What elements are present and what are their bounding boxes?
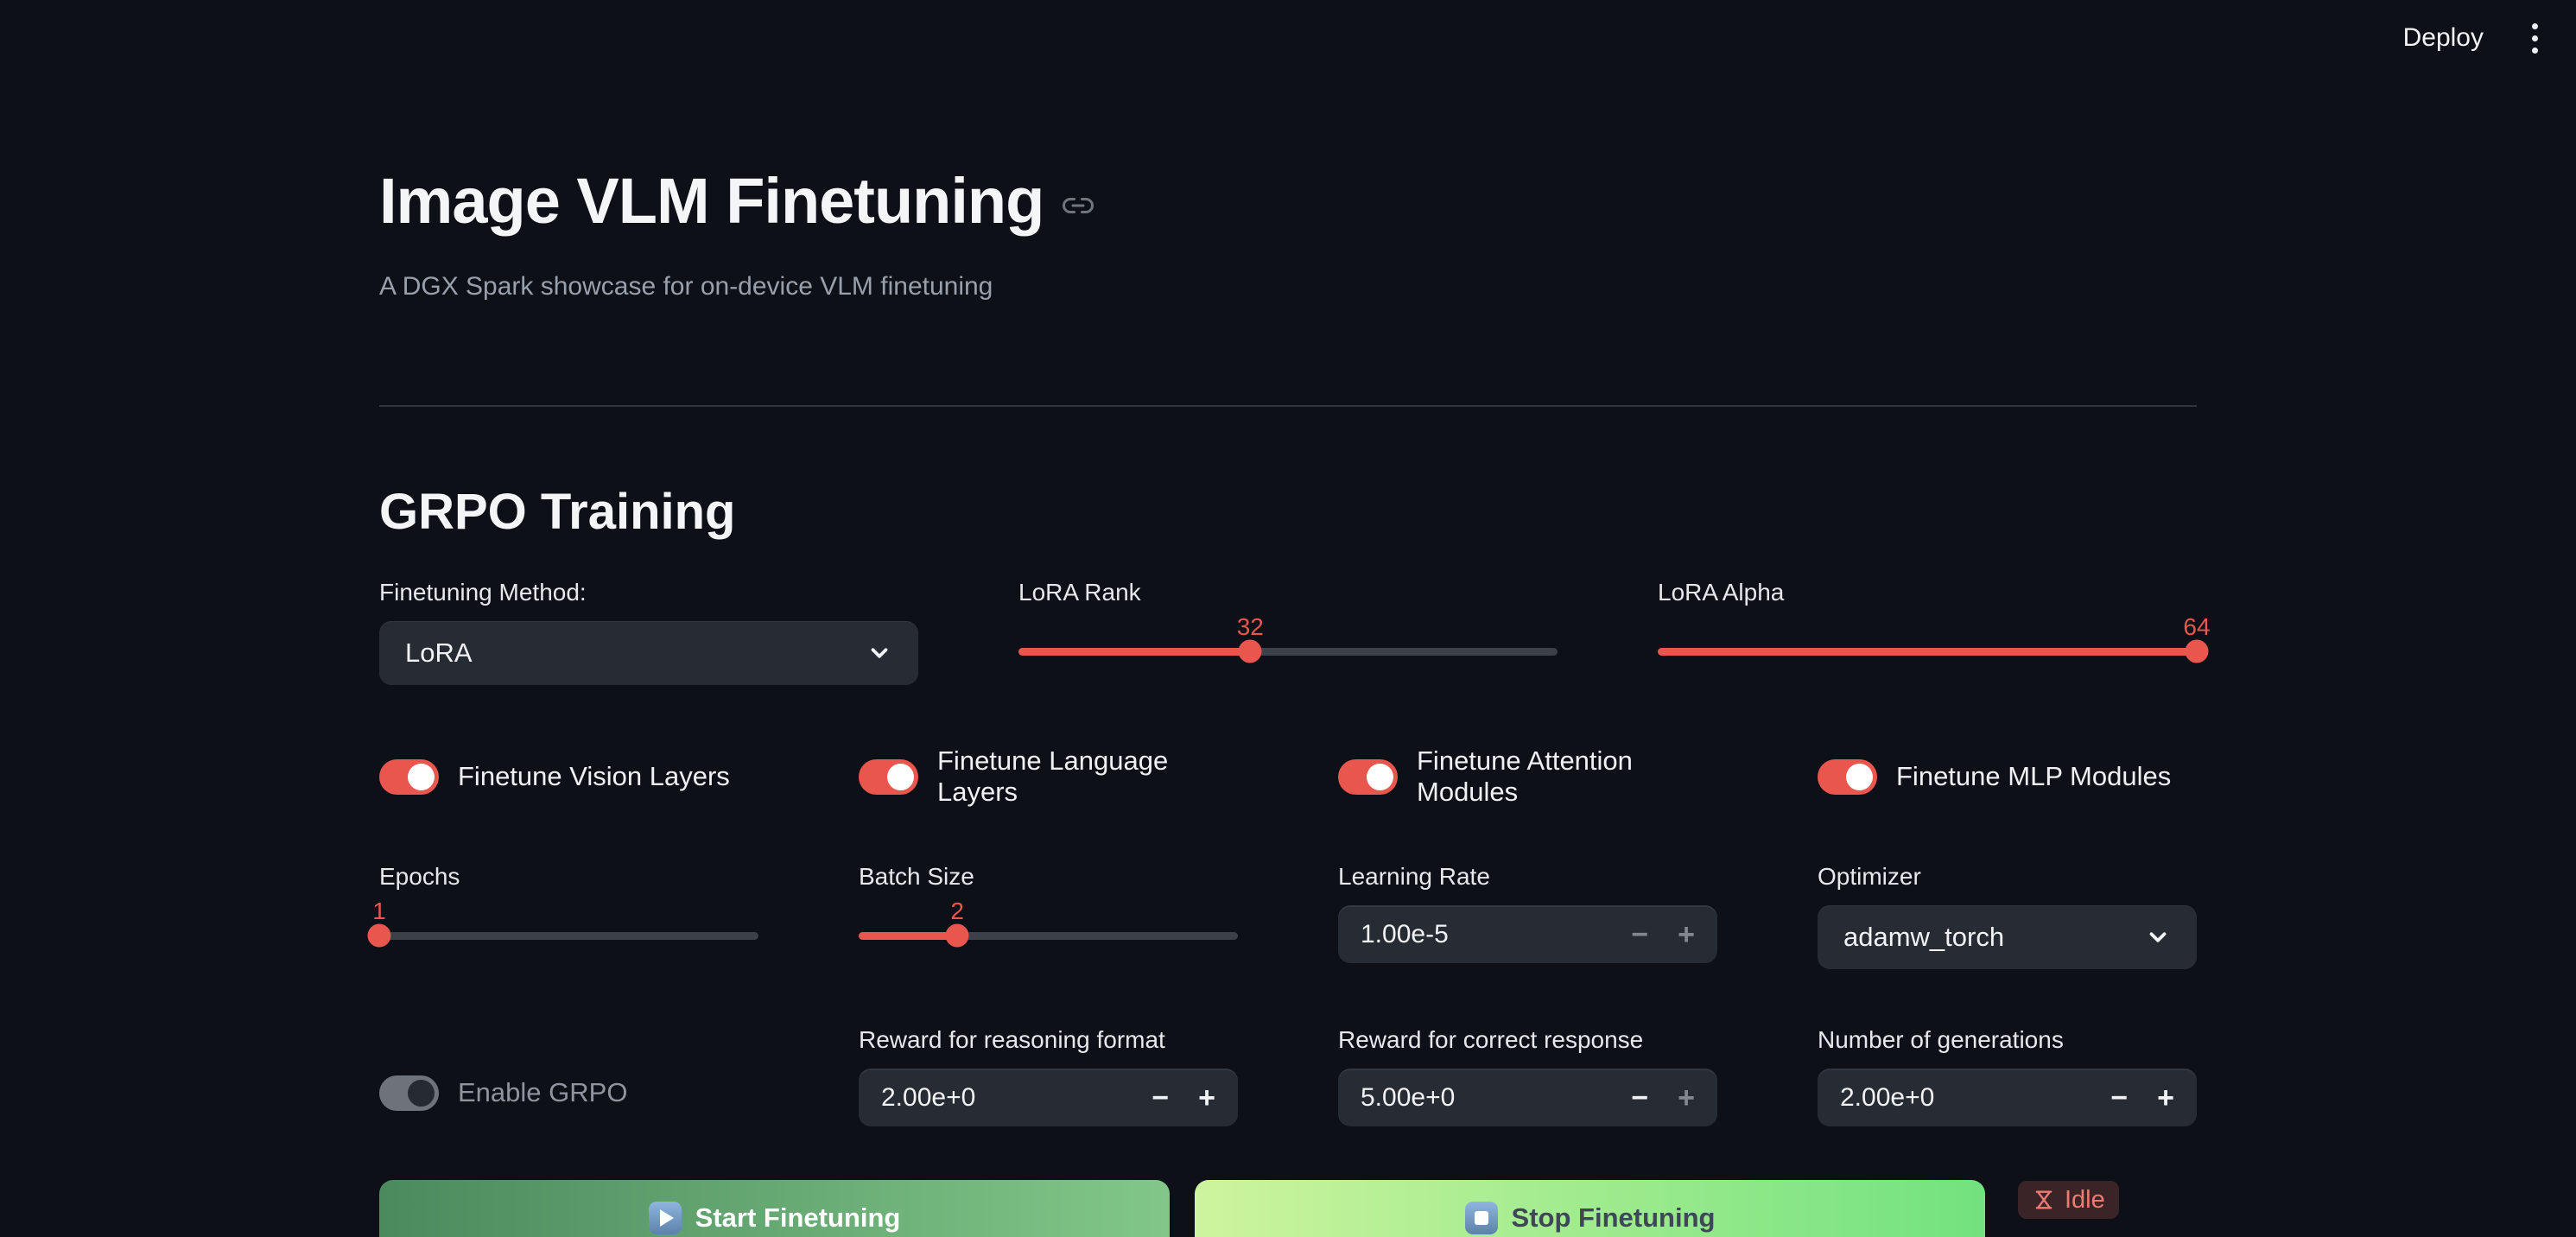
play-icon xyxy=(648,1201,682,1234)
num-generations-value: 2.00e+0 xyxy=(1840,1082,1935,1112)
chevron-down-icon xyxy=(2145,924,2171,950)
reward-format-field: Reward for reasoning format 2.00e+0 − + xyxy=(859,1026,1238,1126)
optimizer-select[interactable]: adamw_torch xyxy=(1818,905,2197,969)
batch-size-slider-block: Batch Size 2 xyxy=(859,863,1238,969)
finetune-language-label: Finetune Language Layers xyxy=(937,745,1169,807)
anchor-link-icon[interactable] xyxy=(1063,190,1094,221)
reward-format-input[interactable]: 2.00e+0 − + xyxy=(859,1069,1238,1126)
finetune-attention-toggle-row: Finetune Attention Modules xyxy=(1338,745,1717,808)
start-finetuning-label: Start Finetuning xyxy=(695,1202,901,1233)
enable-grpo-toggle-row: Enable GRPO xyxy=(379,1059,758,1126)
lora-rank-slider[interactable]: 32 xyxy=(1018,613,1558,663)
top-bar: Deploy xyxy=(0,0,2576,54)
deploy-button[interactable]: Deploy xyxy=(2402,23,2484,52)
lora-rank-value: 32 xyxy=(1236,613,1264,640)
row-layer-toggles: Finetune Vision Layers Finetune Language… xyxy=(379,745,2197,808)
optimizer-value: adamw_torch xyxy=(1843,922,2005,952)
section-title: GRPO Training xyxy=(379,484,736,540)
main-content: Image VLM Finetuning A DGX Spark showcas… xyxy=(367,164,2211,1237)
action-row: Start Finetuning Stop Finetuning Idle xyxy=(379,1180,2197,1237)
reward-correct-label: Reward for correct response xyxy=(1338,1026,1644,1053)
divider xyxy=(379,405,2197,407)
batch-size-value: 2 xyxy=(950,898,964,924)
stop-finetuning-label: Stop Finetuning xyxy=(1511,1202,1716,1233)
learning-rate-increment-button[interactable]: + xyxy=(1678,917,1695,951)
reward-correct-input[interactable]: 5.00e+0 − + xyxy=(1338,1069,1717,1126)
epochs-slider-block: Epochs 1 xyxy=(367,863,758,969)
start-finetuning-button[interactable]: Start Finetuning xyxy=(379,1180,1170,1237)
batch-size-slider[interactable]: 2 xyxy=(859,898,1238,948)
finetune-vision-label: Finetune Vision Layers xyxy=(458,761,730,791)
reward-format-value: 2.00e+0 xyxy=(881,1082,976,1112)
num-generations-input[interactable]: 2.00e+0 − + xyxy=(1818,1069,2197,1126)
finetuning-method-label: Finetuning Method: xyxy=(379,579,587,606)
lora-alpha-label: LoRA Alpha xyxy=(1658,579,1785,606)
finetuning-method-select[interactable]: LoRA xyxy=(379,621,918,685)
optimizer-field: Optimizer adamw_torch xyxy=(1818,863,2197,969)
finetune-language-toggle[interactable] xyxy=(859,758,918,795)
batch-size-slider-handle[interactable] xyxy=(945,923,969,948)
learning-rate-label: Learning Rate xyxy=(1338,863,1490,890)
lora-alpha-slider-block: LoRA Alpha 64 xyxy=(1658,579,2211,685)
finetune-vision-toggle-row: Finetune Vision Layers xyxy=(379,745,758,808)
status-text: Idle xyxy=(2065,1185,2105,1214)
reward-correct-value: 5.00e+0 xyxy=(1361,1082,1456,1112)
finetune-language-toggle-row: Finetune Language Layers xyxy=(859,745,1238,808)
batch-size-label: Batch Size xyxy=(859,863,974,890)
reward-correct-field: Reward for correct response 5.00e+0 − + xyxy=(1338,1026,1717,1126)
row-method-rank-alpha: Finetuning Method: LoRA LoRA Rank 32 LoR… xyxy=(379,579,2211,685)
num-generations-decrement-button[interactable]: − xyxy=(2110,1081,2129,1114)
lora-rank-label: LoRA Rank xyxy=(1018,579,1141,606)
finetuning-method-value: LoRA xyxy=(405,638,473,668)
optimizer-label: Optimizer xyxy=(1818,863,1921,890)
learning-rate-value: 1.00e-5 xyxy=(1361,919,1449,948)
lora-alpha-value: 64 xyxy=(2183,613,2211,640)
lora-rank-slider-handle[interactable] xyxy=(1238,639,1262,663)
page-subtitle: A DGX Spark showcase for on-device VLM f… xyxy=(379,272,993,301)
finetuning-method-field: Finetuning Method: LoRA xyxy=(379,579,918,685)
finetune-mlp-toggle[interactable] xyxy=(1818,758,1877,795)
reward-format-decrement-button[interactable]: − xyxy=(1152,1081,1170,1114)
reward-correct-decrement-button[interactable]: − xyxy=(1631,1081,1649,1114)
epochs-label: Epochs xyxy=(379,863,460,890)
stop-finetuning-button[interactable]: Stop Finetuning xyxy=(1195,1180,1985,1237)
learning-rate-decrement-button[interactable]: − xyxy=(1631,917,1649,951)
page-title-text: Image VLM Finetuning xyxy=(379,165,1044,237)
lora-alpha-slider-handle[interactable] xyxy=(2185,639,2209,663)
reward-format-label: Reward for reasoning format xyxy=(859,1026,1165,1053)
status-badge: Idle xyxy=(2018,1181,2119,1219)
reward-correct-increment-button[interactable]: + xyxy=(1678,1081,1695,1114)
lora-alpha-slider[interactable]: 64 xyxy=(1658,613,2211,663)
epochs-slider-handle[interactable] xyxy=(367,923,391,948)
enable-grpo-label: Enable GRPO xyxy=(458,1077,628,1107)
enable-grpo-toggle[interactable] xyxy=(379,1075,439,1111)
num-generations-label: Number of generations xyxy=(1818,1026,2064,1053)
num-generations-field: Number of generations 2.00e+0 − + xyxy=(1818,1026,2197,1126)
finetune-mlp-toggle-row: Finetune MLP Modules xyxy=(1818,745,2197,808)
epochs-value: 1 xyxy=(372,898,386,924)
row-grpo-params: Enable GRPO Reward for reasoning format … xyxy=(379,1026,2197,1126)
reward-format-increment-button[interactable]: + xyxy=(1198,1081,1215,1114)
row-training-params: Epochs 1 Batch Size 2 Learning Rate 1.00… xyxy=(367,863,2197,969)
num-generations-increment-button[interactable]: + xyxy=(2157,1081,2174,1114)
finetune-attention-label: Finetune Attention Modules xyxy=(1417,745,1633,807)
lora-rank-slider-block: LoRA Rank 32 xyxy=(1018,579,1558,685)
hourglass-icon xyxy=(2035,1190,2053,1209)
finetune-vision-toggle[interactable] xyxy=(379,758,439,795)
learning-rate-input[interactable]: 1.00e-5 − + xyxy=(1338,905,1717,963)
chevron-down-icon xyxy=(866,640,892,666)
kebab-menu-icon[interactable] xyxy=(2523,18,2547,59)
page-title: Image VLM Finetuning xyxy=(379,164,2197,238)
finetune-mlp-label: Finetune MLP Modules xyxy=(1896,761,2172,791)
finetune-attention-toggle[interactable] xyxy=(1338,758,1398,795)
stop-icon xyxy=(1464,1201,1498,1234)
learning-rate-field: Learning Rate 1.00e-5 − + xyxy=(1338,863,1717,969)
epochs-slider[interactable]: 1 xyxy=(367,898,758,948)
